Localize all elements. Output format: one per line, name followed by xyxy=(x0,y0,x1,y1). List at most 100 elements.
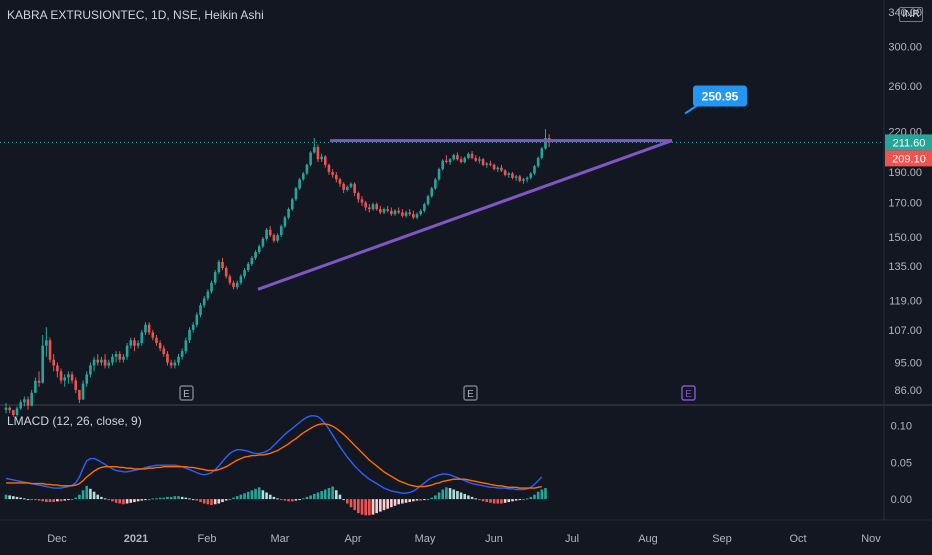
macd-bar xyxy=(463,493,467,500)
macd-bar xyxy=(63,499,67,501)
macd-bar xyxy=(368,499,371,516)
candle-body xyxy=(136,342,140,346)
macd-bar xyxy=(118,499,122,504)
macd-bar xyxy=(12,496,15,500)
macd-bar xyxy=(224,499,228,501)
macd-bar xyxy=(70,499,74,501)
macd-bar xyxy=(107,499,111,501)
candle-body xyxy=(177,356,180,363)
candle-body xyxy=(448,159,452,163)
macd-bar xyxy=(199,499,202,503)
candle-body xyxy=(257,246,261,253)
macd-bar xyxy=(78,494,81,500)
macd-bar xyxy=(48,499,52,503)
currency-badge[interactable]: INR xyxy=(899,7,923,22)
macd-bar xyxy=(195,499,199,501)
candle-body xyxy=(331,171,334,175)
macd-bar xyxy=(434,495,437,500)
candle-body xyxy=(45,340,48,346)
last-price-text: 211.60 xyxy=(893,137,926,149)
macd-bar xyxy=(184,497,188,500)
macd-bar xyxy=(23,498,26,500)
candle-body xyxy=(107,362,111,366)
earnings-marker xyxy=(463,385,478,401)
candle-body xyxy=(485,163,489,165)
candle-body xyxy=(268,229,272,236)
macd-bar xyxy=(162,497,166,500)
macd-bar xyxy=(268,494,272,500)
macd-bar xyxy=(283,499,287,501)
prev-close-text: 209.10 xyxy=(892,153,926,165)
candle-body xyxy=(74,380,78,390)
macd-line xyxy=(5,415,543,494)
macd-bar xyxy=(213,499,217,505)
candle-body xyxy=(30,392,33,406)
candle-body xyxy=(544,138,547,149)
macd-tick-label: 0.05 xyxy=(891,457,912,469)
macd-bar xyxy=(298,499,301,501)
macd-bar xyxy=(386,499,389,509)
macd-bar xyxy=(129,499,133,503)
macd-bar xyxy=(294,499,298,501)
macd-bar xyxy=(331,486,334,500)
macd-bar xyxy=(346,499,349,504)
candle-body xyxy=(393,210,397,215)
macd-bar xyxy=(59,499,63,502)
candle-body xyxy=(243,270,246,277)
time-tick-label: Jun xyxy=(485,533,503,545)
macd-bar xyxy=(89,488,92,500)
candle-body xyxy=(540,148,544,158)
candle-body xyxy=(276,235,279,241)
macd-bar xyxy=(45,499,48,503)
candle-body xyxy=(144,324,147,333)
macd-bar xyxy=(177,496,180,500)
candle-body xyxy=(56,365,59,372)
macd-bar xyxy=(210,499,213,505)
macd-bar xyxy=(19,497,22,500)
candle-body xyxy=(158,342,162,349)
macd-bar xyxy=(96,494,100,500)
candle-body xyxy=(533,166,536,174)
candle-body xyxy=(346,186,349,190)
candle-body xyxy=(525,177,529,180)
candle-body xyxy=(188,329,191,341)
macd-bar xyxy=(342,499,345,501)
candle-body xyxy=(338,179,342,184)
candle-body xyxy=(118,353,122,360)
price-tick-label: 107.00 xyxy=(888,325,922,337)
macd-bar xyxy=(276,498,279,500)
candle-body xyxy=(52,359,56,366)
macd-bar xyxy=(360,499,364,515)
time-tick-label: Mar xyxy=(271,533,290,545)
candle-body xyxy=(210,282,213,292)
candle-body xyxy=(371,204,375,210)
price-tick-label: 170.00 xyxy=(888,198,922,210)
macd-bar xyxy=(166,496,169,500)
macd-bar xyxy=(232,497,235,500)
macd-tick-label: 0.00 xyxy=(891,494,912,506)
candle-body xyxy=(246,263,250,271)
candle-body xyxy=(235,282,239,288)
candle-body xyxy=(129,340,133,346)
macd-bar xyxy=(456,491,459,500)
macd-bar xyxy=(239,494,243,500)
candle-body xyxy=(81,383,85,400)
candle-body xyxy=(511,173,514,178)
candle-body xyxy=(283,217,287,227)
macd-tick-label: 0.10 xyxy=(891,420,912,432)
price-tick-label: 135.00 xyxy=(888,261,922,273)
candle-body xyxy=(434,179,437,189)
indicator-label[interactable]: LMACD (12, 26, close, 9) xyxy=(7,414,142,428)
macd-bar xyxy=(261,490,265,500)
macd-bar xyxy=(437,492,441,500)
macd-bar xyxy=(496,499,500,504)
candle-body xyxy=(199,305,202,315)
macd-bar xyxy=(441,489,445,500)
macd-bar xyxy=(481,499,485,502)
macd-bar xyxy=(327,488,331,500)
candle-body xyxy=(287,209,290,218)
macd-bar xyxy=(536,491,540,500)
earnings-marker xyxy=(179,385,194,401)
